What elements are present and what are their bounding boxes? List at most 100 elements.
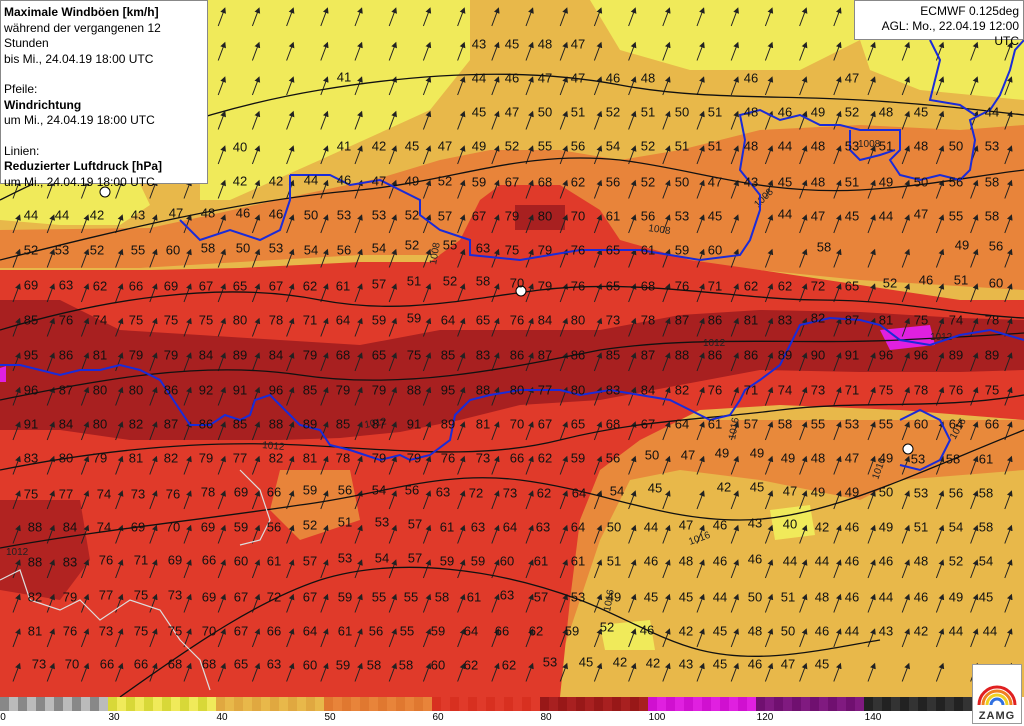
gust-value: 57 [371,276,387,292]
gust-value: 52 [948,553,964,569]
scale-bin-60-80 [432,697,540,711]
gust-value: 65 [605,242,621,258]
wind-arrow [251,352,261,372]
wind-arrow [867,421,876,441]
gust-value: 69 [201,589,217,605]
gust-value: 59 [470,553,486,569]
gust-value: 49 [878,174,894,190]
gust-value: 42 [814,519,830,535]
wind-arrow [730,41,739,61]
wind-arrow [457,41,466,61]
wind-arrow [662,421,671,441]
wind-arrow [901,593,910,613]
wind-arrow [662,455,671,475]
gust-value: 65 [232,278,248,294]
gust-value: 51 [844,174,860,190]
gust-value: 47 [371,173,387,189]
gust-value: 89 [232,347,248,363]
wind-arrow [251,559,261,579]
wind-arrow [183,179,192,199]
gust-value: 89 [777,347,793,363]
wind-arrow [867,248,876,268]
gust-value: 68 [537,174,553,190]
gust-value: 45 [504,36,520,52]
wind-arrow [764,41,774,61]
wind-arrow [457,248,466,268]
wind-arrow [696,386,705,406]
wind-arrow [935,41,945,61]
wind-arrow [115,421,124,441]
gust-value: 41 [336,138,352,154]
gust-value: 59 [233,519,249,535]
wind-arrow [286,421,295,441]
wind-arrow [901,248,910,268]
gust-value: 43 [878,623,894,639]
wind-arrow [799,559,808,579]
wind-arrow [217,317,226,337]
wind-arrow [593,214,603,234]
wind-arrow [628,559,637,579]
gust-value: 56 [988,238,1004,254]
wind-arrow [901,179,910,199]
wind-arrow [730,179,739,199]
gust-value: 49 [844,484,860,500]
wind-arrow [696,214,705,234]
gust-value: 50 [644,447,660,463]
wind-arrow [730,76,739,96]
gust-value: 80 [92,382,108,398]
gust-value: 44 [777,206,793,222]
gust-value: 91 [406,416,422,432]
wind-arrow [46,490,55,510]
wind-arrow [764,559,774,579]
wind-arrow [833,248,842,268]
wind-arrow [559,628,568,648]
wind-arrow [525,41,534,61]
wind-arrow [662,7,671,27]
scale-tick: 140 [864,712,882,723]
gust-value: 50 [780,623,796,639]
gust-value: 66 [984,416,1000,432]
gust-value: 84 [537,312,553,328]
wind-arrow [833,455,842,475]
gust-value: 48 [640,70,656,86]
wind-arrow [970,248,979,268]
gust-value: 76 [948,382,964,398]
wind-arrow [217,41,226,61]
wind-arrow [422,214,432,234]
gust-value: 49 [606,589,622,605]
gust-value: 51 [913,519,929,535]
gust-value: 52 [23,242,39,258]
wind-arrow [80,421,90,441]
gust-value: 63 [58,277,74,293]
wind-arrow [491,421,500,441]
wind-arrow [867,179,876,199]
gust-value: 57 [437,208,453,224]
wind-arrow [730,662,739,682]
wind-arrow [730,248,739,268]
wind-arrow [901,41,910,61]
wind-arrow [422,76,432,96]
wind-arrow [593,455,603,475]
gust-value: 51 [707,104,723,120]
gust-value: 66 [266,484,282,500]
gust-value: 47 [570,70,586,86]
gust-value: 86 [707,312,723,328]
gust-value: 51 [406,273,422,289]
gust-value: 65 [233,656,249,672]
gust-value: 47 [782,483,798,499]
isobar-label: 1016 [602,588,617,612]
wind-arrow [559,110,568,130]
wind-arrow [457,283,466,303]
gust-value: 61 [605,208,621,224]
gust-value: 56 [640,208,656,224]
wind-arrow [593,593,603,613]
wind-arrow [320,317,329,337]
wind-arrow [354,352,363,372]
gust-value: 73 [167,587,183,603]
wind-arrow [354,317,363,337]
isobar-label: 1008 [858,139,881,150]
wind-arrow [46,179,55,199]
gust-value: 96 [23,382,39,398]
gust-value: 50 [537,104,553,120]
